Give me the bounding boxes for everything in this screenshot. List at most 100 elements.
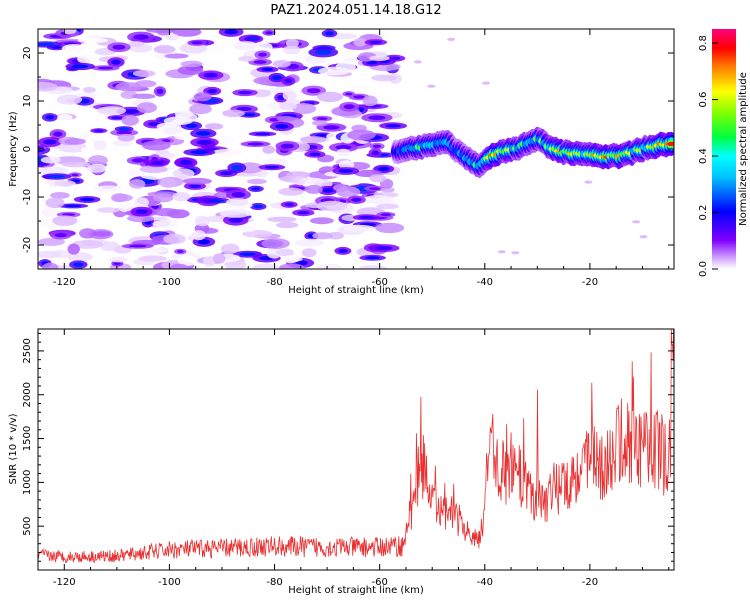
noise-blob-core xyxy=(309,152,321,157)
noise-blob-core xyxy=(38,42,55,46)
noise-blob xyxy=(275,249,291,256)
noise-blob xyxy=(301,248,317,258)
noise-blob-core xyxy=(196,139,213,145)
noise-blob-core xyxy=(71,173,79,177)
x-tick-label: -20 xyxy=(582,577,598,588)
noise-blob xyxy=(62,29,77,35)
noise-blob xyxy=(309,217,334,225)
noise-blob xyxy=(300,136,327,144)
noise-blob-core xyxy=(128,244,147,248)
noise-blob xyxy=(359,29,386,36)
noise-blob xyxy=(222,109,245,118)
noise-blob-core xyxy=(375,246,393,251)
noise-blob xyxy=(211,149,242,156)
colorbar-ticks: 0.0 0.2 0.4 0.6 0.8 xyxy=(698,35,718,277)
noise-blob xyxy=(291,103,317,115)
noise-blob-core xyxy=(111,116,123,119)
chart-title: PAZ1.2024.051.14.18.G12 xyxy=(270,3,441,18)
spectrogram-x-label: Height of straight line (km) xyxy=(288,285,424,296)
faint-blob xyxy=(584,180,593,184)
noise-blob xyxy=(283,45,301,55)
noise-blob-core xyxy=(45,115,55,120)
noise-blob-core xyxy=(220,171,233,176)
noise-blob-core xyxy=(179,159,193,166)
noise-blob-core xyxy=(369,40,382,44)
noise-blob xyxy=(133,197,149,208)
noise-blob xyxy=(141,140,171,151)
colorbar-tick-label: 0.0 xyxy=(698,261,709,277)
noise-blob xyxy=(191,230,206,241)
noise-blob xyxy=(38,237,66,246)
spectrogram-marks xyxy=(38,29,674,269)
noise-blob-core xyxy=(196,131,211,136)
noise-blob xyxy=(293,176,307,186)
noise-blob xyxy=(353,37,368,47)
faint-blob xyxy=(639,235,648,239)
y-tick-label: 10 xyxy=(22,95,33,108)
x-tick-label: -40 xyxy=(477,577,493,588)
noise-blob-core xyxy=(231,165,242,171)
noise-blob-core xyxy=(372,144,382,148)
noise-blob-core xyxy=(316,117,328,120)
noise-blob xyxy=(194,215,210,227)
noise-blob-core xyxy=(189,184,201,189)
noise-blob xyxy=(285,38,299,49)
noise-blob xyxy=(174,110,194,118)
noise-blob xyxy=(61,161,91,168)
noise-blob-core xyxy=(323,125,340,130)
noise-blob-core xyxy=(254,132,271,136)
noise-blob-core xyxy=(156,88,164,94)
noise-blob-core xyxy=(148,121,160,127)
noise-blob-core xyxy=(284,202,294,207)
snr-marks xyxy=(38,329,674,564)
x-tick-label: -120 xyxy=(53,577,76,588)
noise-blob xyxy=(77,54,97,64)
noise-blob xyxy=(276,115,296,122)
noise-blob xyxy=(61,44,86,54)
noise-blob-core xyxy=(48,174,65,179)
y-tick-label: 500 xyxy=(22,517,33,536)
noise-blob xyxy=(343,224,375,232)
noise-blob-core xyxy=(190,150,209,155)
noise-blob-core xyxy=(239,252,256,256)
noise-blob-core xyxy=(207,89,218,94)
y-tick-label: 2000 xyxy=(22,382,33,407)
noise-blob-core xyxy=(380,213,392,217)
noise-blob-core xyxy=(243,113,256,117)
noise-blob xyxy=(284,256,303,262)
noise-blob xyxy=(92,231,112,237)
noise-blob xyxy=(121,114,139,126)
noise-blob xyxy=(172,168,195,179)
noise-blob-core xyxy=(365,256,380,260)
x-tick-label: -60 xyxy=(371,277,387,288)
noise-blob-core xyxy=(64,204,82,208)
noise-blob xyxy=(138,255,168,262)
y-tick-label: 20 xyxy=(22,47,33,60)
noise-blob xyxy=(375,222,405,234)
noise-blob-core xyxy=(315,49,332,55)
faint-blob xyxy=(413,60,422,64)
noise-blob xyxy=(93,185,123,192)
noise-blob-core xyxy=(97,66,114,70)
noise-blob-core xyxy=(366,60,378,65)
snr-frame xyxy=(37,328,675,571)
noise-blob xyxy=(57,113,73,122)
noise-blob-core xyxy=(236,106,252,112)
noise-blob xyxy=(262,145,276,154)
noise-blob xyxy=(97,106,127,116)
noise-blob-core xyxy=(353,95,365,99)
noise-blob-core xyxy=(224,29,238,35)
noise-blob xyxy=(239,225,256,233)
y-tick-label: 0 xyxy=(22,146,33,152)
noise-blob xyxy=(282,90,297,101)
noise-blob xyxy=(189,104,212,115)
noise-blob xyxy=(338,160,355,170)
noise-blob-core xyxy=(253,60,267,64)
noise-blob xyxy=(193,92,212,102)
noise-blob xyxy=(45,197,65,209)
noise-blob-core xyxy=(251,187,261,191)
noise-blob xyxy=(128,179,146,189)
noise-blob xyxy=(77,37,109,44)
noise-blob-core xyxy=(238,90,252,95)
noise-blob xyxy=(224,259,247,269)
